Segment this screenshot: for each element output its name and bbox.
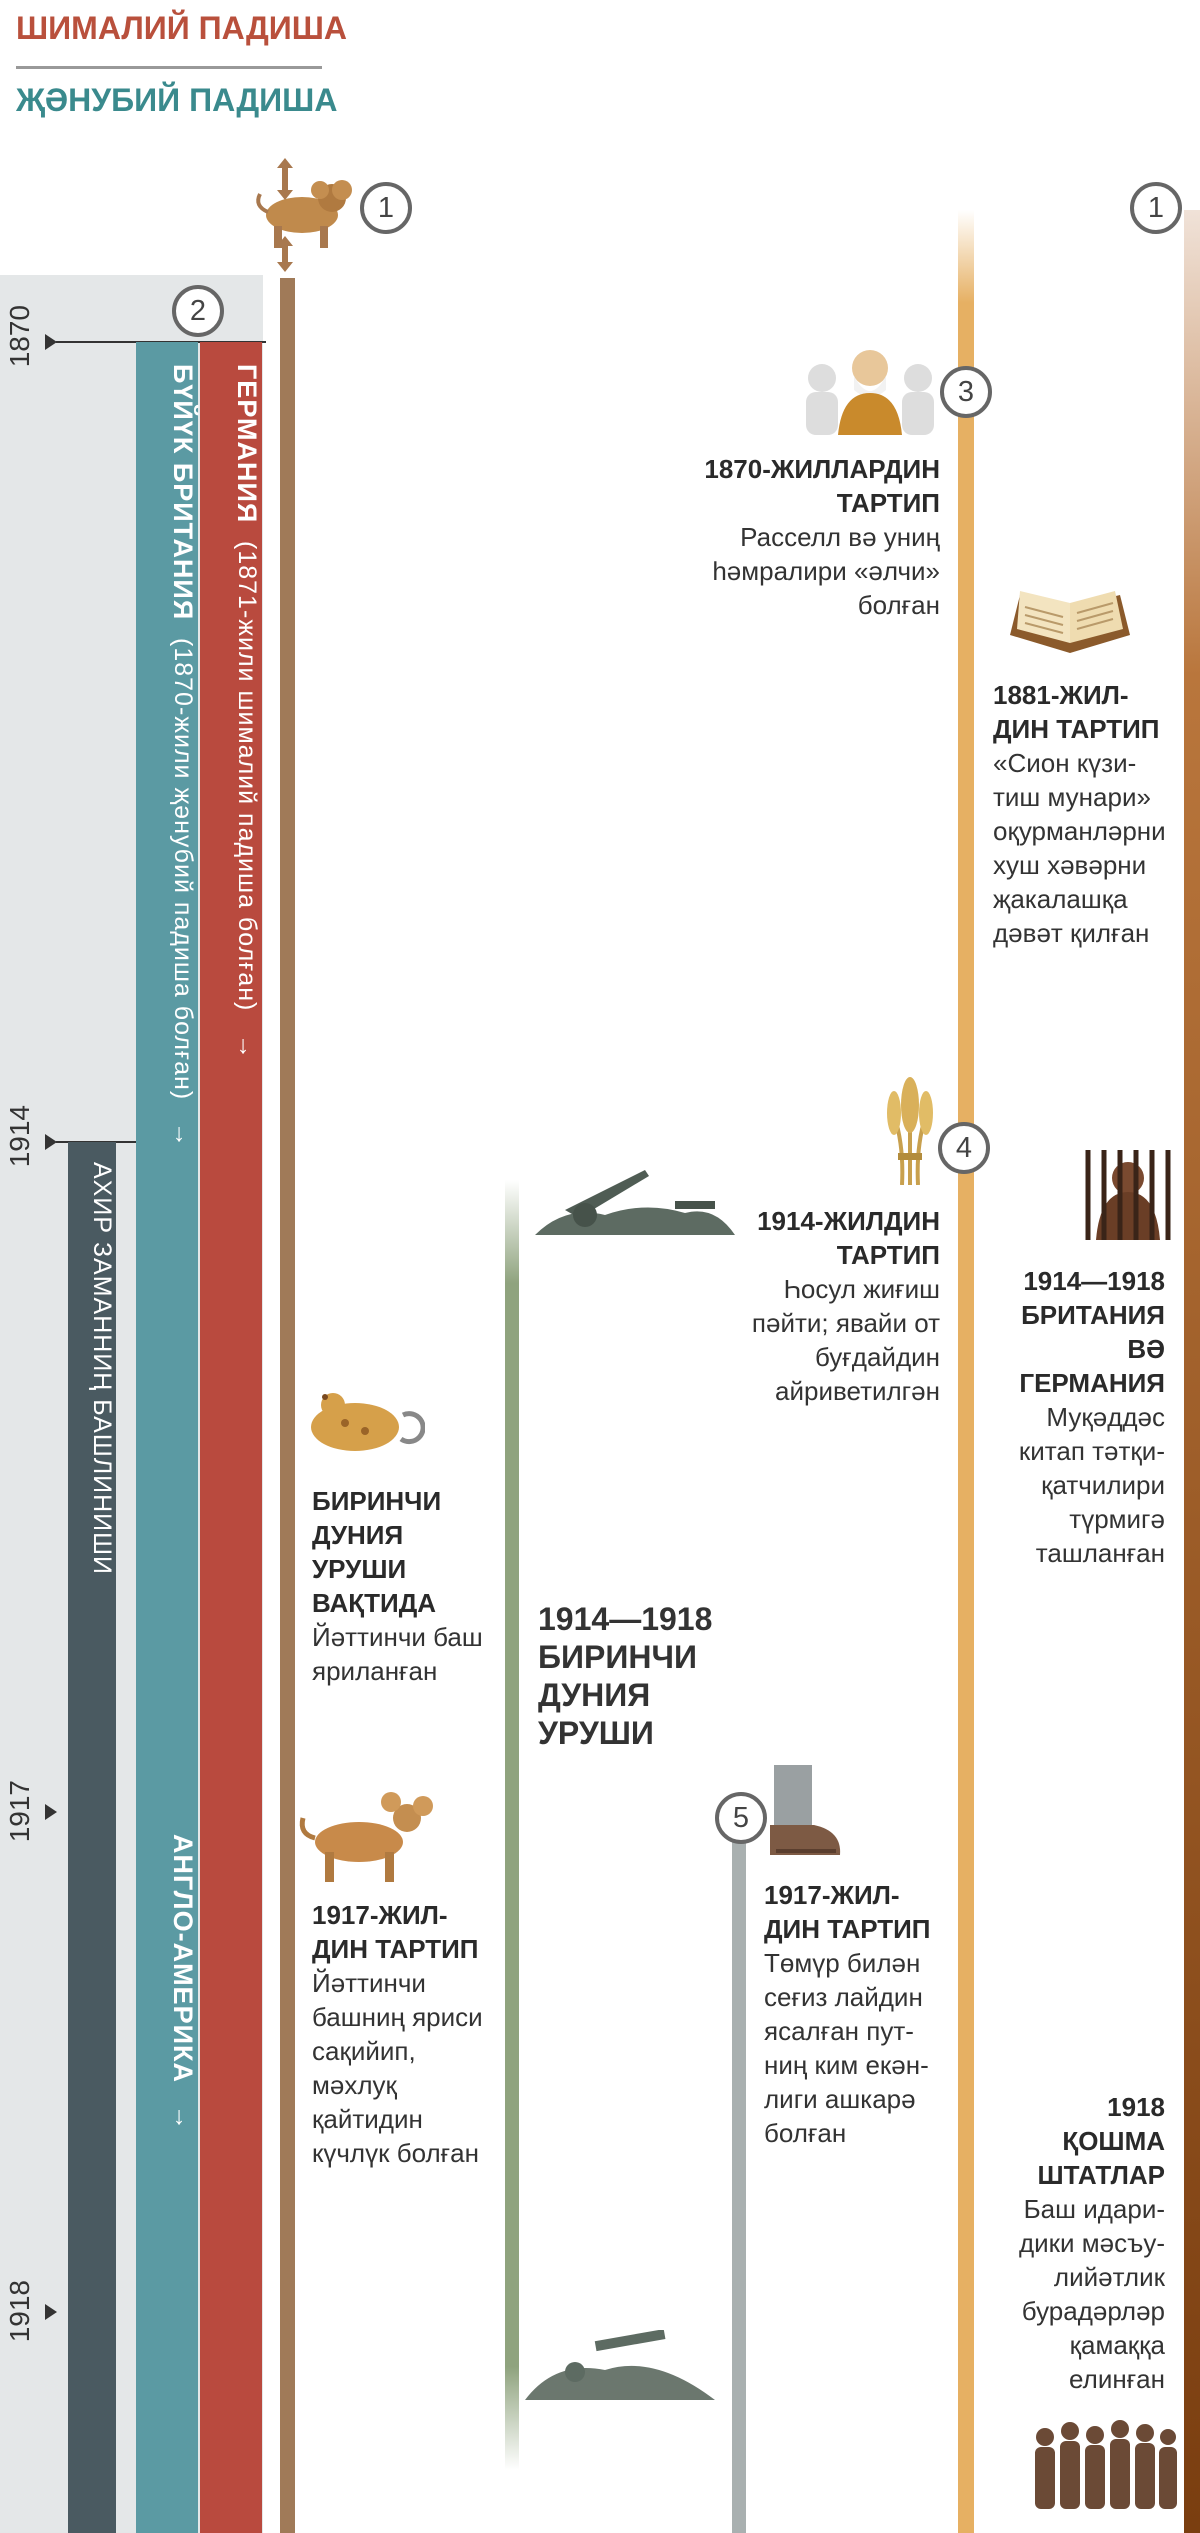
ww1-label: 1914—1918 БИРИНЧИ ДУНИЯ УРУШИ [538,1601,713,1751]
year-1870-marker [45,334,57,350]
event-1914-1918-text: Муқәддәс китап тәтқи-қатчилири түрмигә т… [1018,1402,1165,1568]
war-line [505,1180,519,2470]
legend-divider [16,66,322,69]
brown-line [1184,210,1200,2533]
anglo-america-label: АНГЛО-АМЕРИКА [168,1834,198,2083]
event-1914-text: Һосул жиғиш пәйти; явайи от буғдайдин ай… [751,1274,940,1406]
event-1914-1918-title: 1914—1918 БРИТАНИЯ ВӘ ГЕРМАНИЯ [1019,1266,1165,1398]
beast-icon [256,158,352,272]
britain-arrow: → [169,1122,197,1149]
britain-title: БҮЙҮК БРИТАНИЯ [168,364,198,621]
event-1870: 1870-ЖИЛЛАРДИН ТАРТИП Расселл вә униң һә… [650,452,940,622]
anglo-america-band: АНГЛО-АМЕРИКА → [136,1830,198,2150]
beast-line [280,278,295,2533]
event-1917-feet-title: 1917-ЖИЛ-ДИН ТАРТИП [764,1880,931,1944]
soldiers-icon-lower [525,2330,715,2400]
event-1917-beast-title: 1917-ЖИЛ-ДИН ТАРТИП [312,1900,479,1964]
feet-icon [770,1765,841,1855]
year-1870: 1870 [4,305,35,368]
year-1917: 1917 [4,1780,35,1843]
legend-south-king: ҖӘНУБИЙ ПАДИША [16,82,338,118]
legend-north-king: ШИМАЛИЙ ПАДИША [16,10,348,46]
badge-5: 5 [715,1792,767,1844]
event-1918-text: Баш идари-дики мәсъу-лийәтлик бурадәрләр… [1018,2194,1165,2394]
event-1917-feet: 1917-ЖИЛ-ДИН ТАРТИП Төмүр билән сеғиз ла… [764,1878,944,2150]
year-1918-marker [45,2304,57,2320]
event-1918-usa: 1918 ҚОШМА ШТАТЛАР Баш идари-дики мәсъу-… [1000,2090,1165,2396]
bible-icon [1010,591,1130,653]
event-1918-title: 1918 ҚОШМА ШТАТЛАР [1037,2092,1165,2190]
event-1914: 1914-ЖИЛДИН ТАРТИП Һосул жиғиш пәйти; яв… [700,1204,940,1408]
event-ww1-head-wounded: БИРИНЧИ ДУНИЯ УРУШИ ВАҚТИДА Йәттинчи баш… [312,1484,502,1688]
end-times-label: АХИР ЗАМАННИҢ БАШЛИНИШИ [88,1162,116,1576]
beast-icon-healed [299,1792,433,1882]
event-1917-beast-text: Йәттинчи башниң яриси сақийип, мәхлуқ қа… [312,1968,483,2168]
russell-icon [806,350,934,435]
prison-icon [1085,1150,1171,1240]
wheat-icon [887,1077,933,1185]
event-1914-title: 1914-ЖИЛДИН ТАРТИП [757,1206,940,1270]
anointed-line [958,210,974,2533]
badge-1-right: 1 [1130,182,1182,234]
men-group-icon [1035,2420,1177,2509]
event-1917-feet-text: Төмүр билән сеғиз лайдин ясалған пут-ниң… [764,1948,929,2148]
event-1870-text: Расселл вә униң һәмралири «әлчи» болған [712,522,940,620]
end-times-band: АХИР ЗАМАННИҢ БАШЛИНИШИ [68,1142,116,2533]
soldiers-icon [535,1170,735,1235]
event-ww1-during-text: Йәттинчи баш яриланған [312,1622,483,1686]
year-1918: 1918 [4,2280,35,2343]
germany-title: ГЕРМАНИЯ [232,364,262,524]
badge-2: 2 [172,285,224,337]
event-1914-1918-imprisonment: 1914—1918 БРИТАНИЯ ВӘ ГЕРМАНИЯ Муқәддәс … [995,1264,1165,1570]
wounded-beast-icon [311,1393,425,1451]
feet-line [732,1840,746,2533]
year-1914-marker [45,1134,57,1150]
anglo-america-arrow: → [169,2104,197,2131]
badge-4: 4 [938,1122,990,1174]
britain-note: (1870-жили җәнубий падиша болған) [169,638,197,1101]
britain-band: БҮЙҮК БРИТАНИЯ (1870-жили җәнубий падиша… [136,342,198,2533]
germany-band: ГЕРМАНИЯ (1871-жили шималий падиша болға… [200,342,262,2533]
event-1881: 1881-ЖИЛ-ДИН ТАРТИП «Сион күзи-тиш мунар… [993,678,1173,950]
event-ww1-during-title: БИРИНЧИ ДУНИЯ УРУШИ ВАҚТИДА [312,1486,442,1618]
event-1881-text: «Сион күзи-тиш мунари» оқурманләрни хуш … [993,748,1166,948]
event-1917-beast: 1917-ЖИЛ-ДИН ТАРТИП Йәттинчи башниң ярис… [312,1898,502,2170]
germany-note: (1871-жили шималий падиша болған) [233,541,261,1012]
year-1914: 1914 [4,1105,35,1168]
badge-1-left: 1 [360,182,412,234]
germany-arrow: → [233,1033,261,1060]
year-1917-marker [45,1804,57,1820]
badge-3: 3 [940,366,992,418]
event-1870-title: 1870-ЖИЛЛАРДИН ТАРТИП [704,454,940,518]
event-1881-title: 1881-ЖИЛ-ДИН ТАРТИП [993,680,1160,744]
